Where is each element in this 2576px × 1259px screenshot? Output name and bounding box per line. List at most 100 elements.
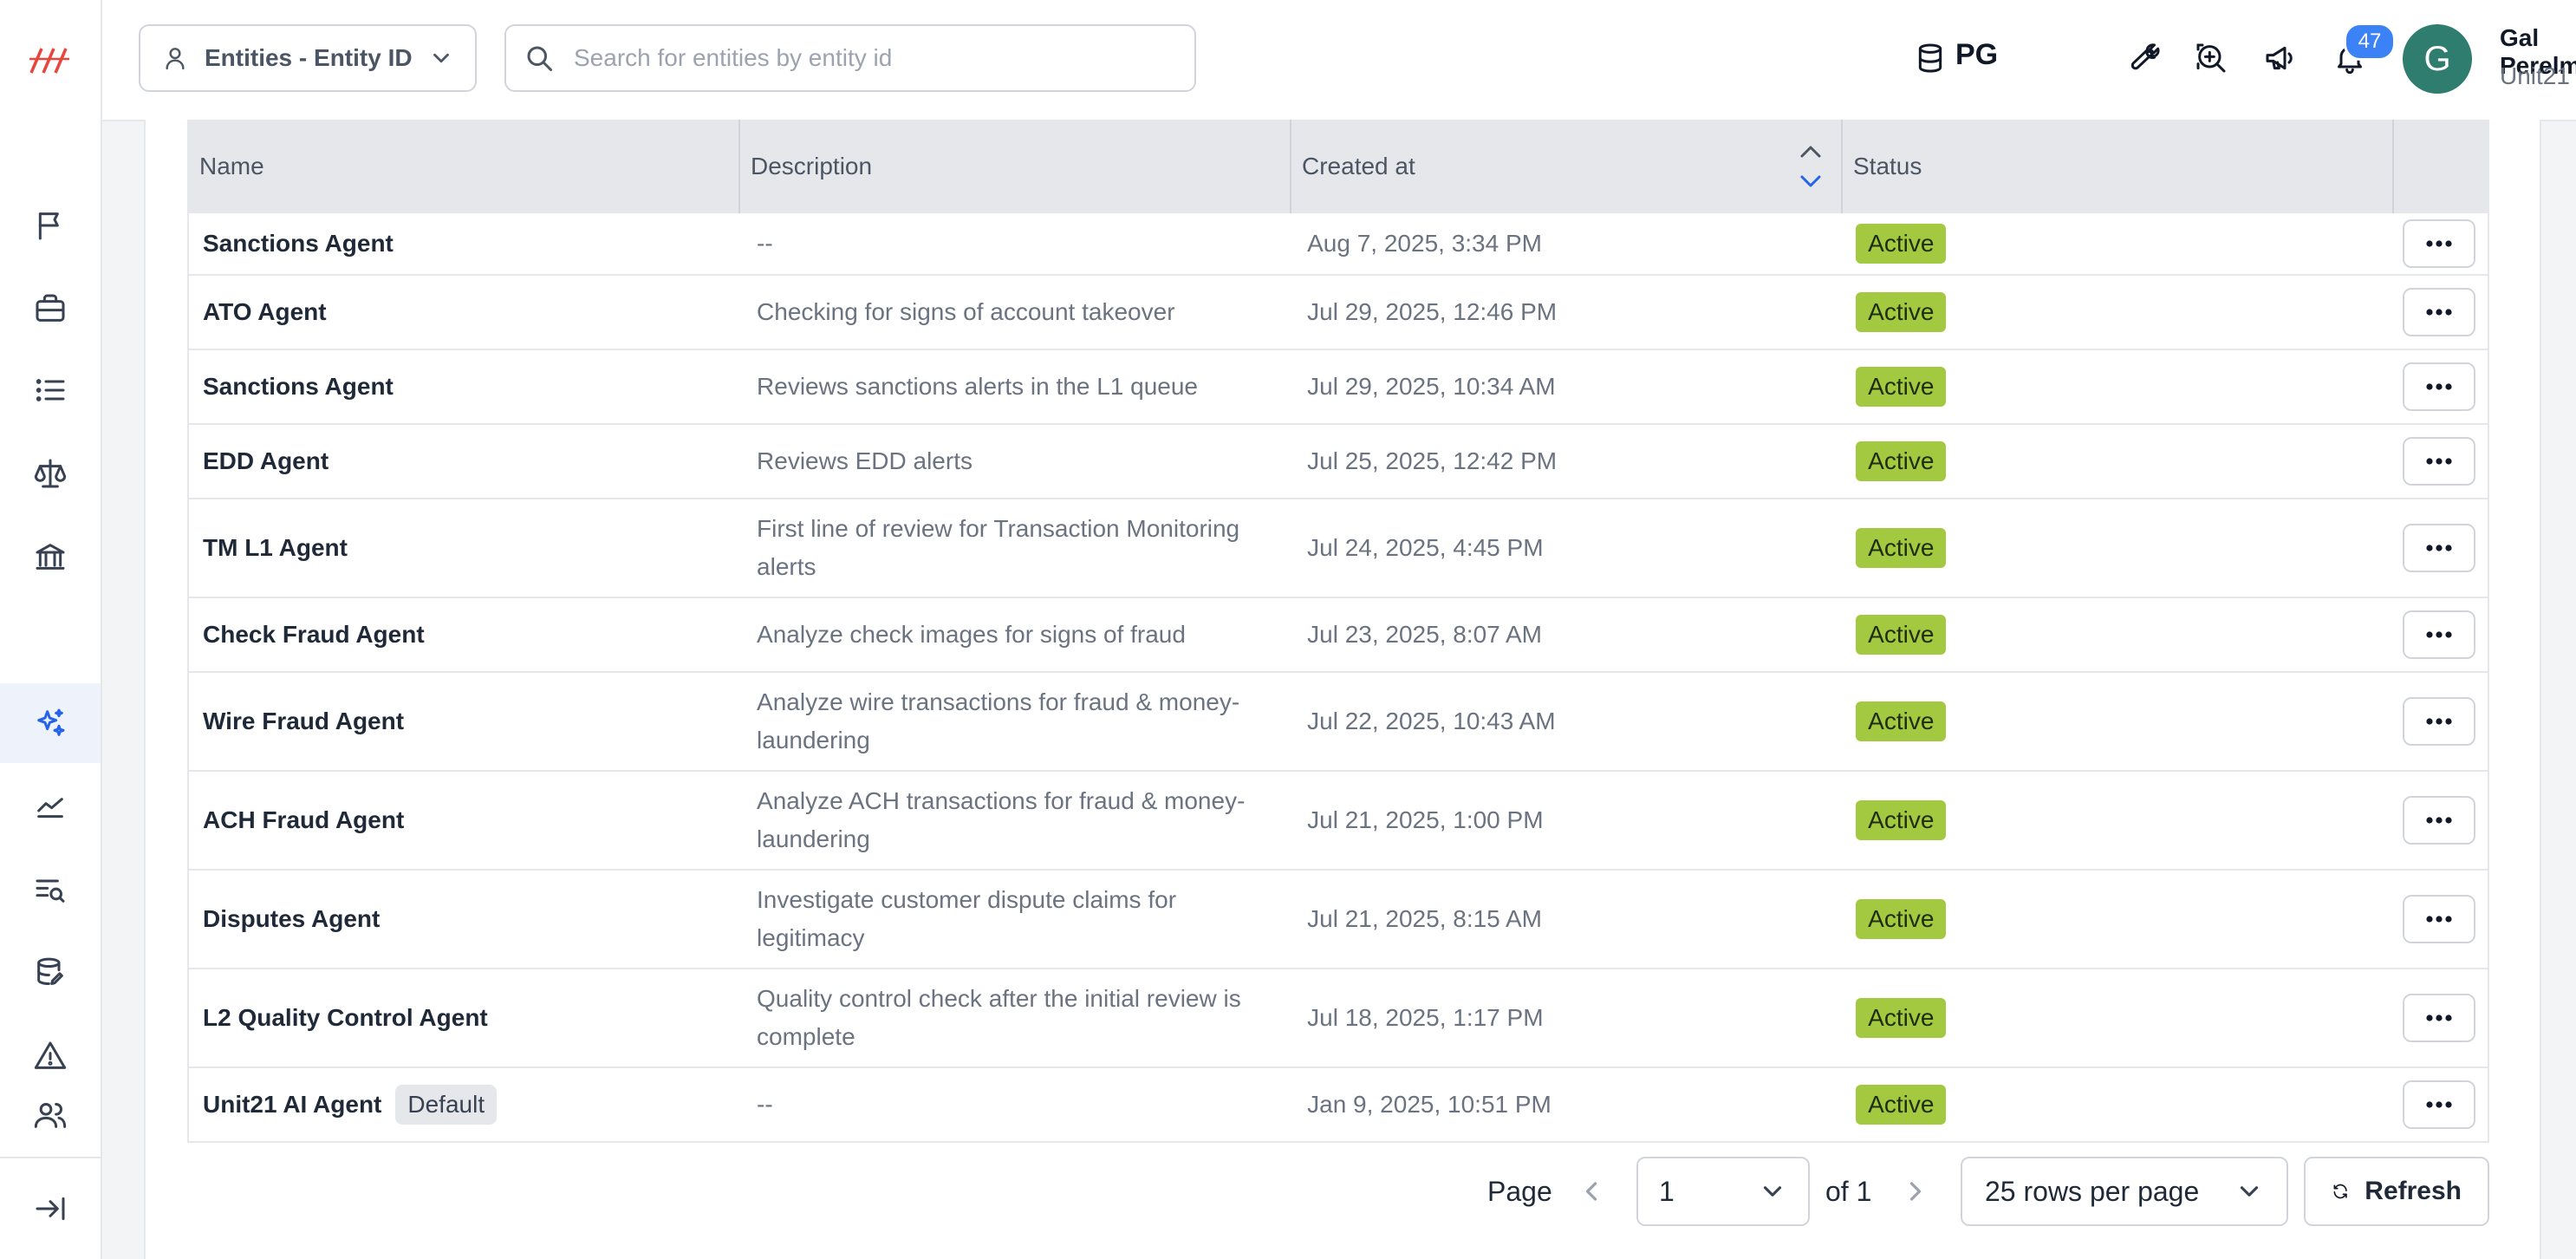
scale-icon xyxy=(34,459,67,488)
row-name-cell: EDD Agent xyxy=(189,442,739,480)
refresh-label: Refresh xyxy=(2365,1177,2462,1205)
table-row[interactable]: Sanctions Agent Reviews sanctions alerts … xyxy=(189,349,2488,423)
row-actions-button[interactable] xyxy=(2403,994,2476,1042)
user-name[interactable]: Gal Perelman xyxy=(2500,24,2576,79)
refresh-button[interactable]: Refresh xyxy=(2304,1157,2489,1226)
agent-name[interactable]: Sanctions Agent xyxy=(203,373,394,400)
chart-line-icon xyxy=(37,798,63,819)
agent-name[interactable]: Disputes Agent xyxy=(203,905,381,932)
sidebar-item-incidents[interactable] xyxy=(0,1016,101,1096)
agent-name[interactable]: Unit21 AI Agent xyxy=(203,1091,382,1118)
table-row[interactable]: ATO Agent Checking for signs of account t… xyxy=(189,274,2488,349)
search-box[interactable] xyxy=(504,24,1196,92)
avatar[interactable]: G xyxy=(2403,24,2472,94)
table-row[interactable]: Wire Fraud Agent Analyze wire transaction… xyxy=(189,671,2488,770)
agent-name[interactable]: ATO Agent xyxy=(203,298,327,325)
row-actions-button[interactable] xyxy=(2403,437,2476,486)
sidebar-item-rules[interactable] xyxy=(0,434,101,513)
table-row[interactable]: L2 Quality Control Agent Quality control … xyxy=(189,968,2488,1067)
agent-name[interactable]: Check Fraud Agent xyxy=(203,621,425,648)
row-actions-button[interactable] xyxy=(2403,524,2476,572)
announcements-button[interactable] xyxy=(2261,38,2300,78)
column-header-created-at[interactable]: Created at xyxy=(1291,120,1843,213)
sidebar-item-investigations[interactable] xyxy=(0,850,101,930)
more-horizontal-icon xyxy=(2426,458,2452,465)
sidebar-item-queues[interactable] xyxy=(0,350,101,430)
row-actions-button[interactable] xyxy=(2403,288,2476,336)
table-row[interactable]: Unit21 AI Agent Default -- Jan 9, 2025, 10:… xyxy=(189,1067,2488,1141)
sidebar-item-analytics[interactable] xyxy=(0,766,101,846)
sidebar-item-cases[interactable] xyxy=(0,269,101,349)
row-actions-button[interactable] xyxy=(2403,697,2476,746)
row-status-cell: Active xyxy=(1840,528,2391,568)
status-badge: Active xyxy=(1856,899,1947,939)
agent-description: Quality control check after the initial … xyxy=(757,985,1241,1050)
row-name-cell: ACH Fraud Agent xyxy=(189,801,739,839)
row-status-cell: Active xyxy=(1840,224,2391,264)
previous-page-button[interactable] xyxy=(1576,1176,1607,1207)
column-header-status[interactable]: Status xyxy=(1843,120,2394,213)
agent-name[interactable]: EDD Agent xyxy=(203,447,329,474)
search-list-icon xyxy=(36,879,65,903)
row-actions-button[interactable] xyxy=(2403,796,2476,845)
sidebar-item-alerts[interactable] xyxy=(0,186,101,265)
agent-created-at: Jul 29, 2025, 10:34 AM xyxy=(1307,373,1556,400)
logo[interactable] xyxy=(26,40,75,75)
row-actions-button[interactable] xyxy=(2403,219,2476,268)
status-badge: Active xyxy=(1856,367,1947,407)
more-horizontal-icon xyxy=(2426,1014,2452,1021)
datasource-button[interactable] xyxy=(1910,38,1950,78)
alert-triangle-icon xyxy=(34,1041,67,1069)
agent-created-at: Jul 21, 2025, 8:15 AM xyxy=(1307,905,1542,932)
column-header-name[interactable]: Name xyxy=(189,120,740,213)
rows-per-page-select[interactable]: 25 rows per page xyxy=(1961,1157,2288,1226)
search-input[interactable] xyxy=(572,43,1177,73)
column-header-description[interactable]: Description xyxy=(740,120,1291,213)
entity-type-select[interactable]: Entities - Entity ID xyxy=(139,24,477,92)
sort-icon[interactable] xyxy=(1798,135,1824,196)
row-name-cell: Sanctions Agent xyxy=(189,225,739,263)
agent-name[interactable]: Wire Fraud Agent xyxy=(203,708,405,734)
sidebar-item-users[interactable] xyxy=(0,1098,101,1151)
chevron-down-icon xyxy=(2240,1186,2259,1197)
row-actions-cell xyxy=(2391,796,2488,845)
row-actions-button[interactable] xyxy=(2403,1080,2476,1129)
agent-name[interactable]: ACH Fraud Agent xyxy=(203,806,405,833)
row-actions-button[interactable] xyxy=(2403,362,2476,411)
sidebar-item-ai-agents[interactable] xyxy=(0,683,101,763)
row-name-cell: TM L1 Agent xyxy=(189,529,739,567)
agent-created-at: Jul 21, 2025, 1:00 PM xyxy=(1307,806,1544,833)
page-total-label: of 1 xyxy=(1825,1175,1872,1207)
tools-button[interactable] xyxy=(2124,38,2163,78)
row-actions-button[interactable] xyxy=(2403,610,2476,659)
zoom-button[interactable] xyxy=(2191,38,2231,78)
agent-name[interactable]: L2 Quality Control Agent xyxy=(203,1004,488,1031)
table-row[interactable]: Disputes Agent Investigate customer dispu… xyxy=(189,869,2488,968)
row-status-cell: Active xyxy=(1840,998,2391,1038)
more-horizontal-icon xyxy=(2426,718,2452,725)
database-edit-icon xyxy=(37,957,63,985)
sidebar-item-institutions[interactable] xyxy=(0,517,101,597)
agent-name[interactable]: TM L1 Agent xyxy=(203,534,348,561)
agent-created-at: Jul 18, 2025, 1:17 PM xyxy=(1307,1004,1544,1031)
page-number-select[interactable]: 1 xyxy=(1636,1157,1810,1226)
sidebar-collapse-button[interactable] xyxy=(0,1169,101,1249)
sidebar-item-data[interactable] xyxy=(0,933,101,1013)
chevron-down-icon xyxy=(433,53,449,63)
table-row[interactable]: Check Fraud Agent Analyze check images fo… xyxy=(189,597,2488,671)
user-org: Unit21 xyxy=(2500,62,2570,89)
row-actions-button[interactable] xyxy=(2403,895,2476,943)
next-page-button[interactable] xyxy=(1900,1176,1931,1207)
table-row[interactable]: ACH Fraud Agent Analyze ACH transactions … xyxy=(189,770,2488,869)
agent-name[interactable]: Sanctions Agent xyxy=(203,230,394,257)
status-badge: Active xyxy=(1856,528,1947,568)
table-row[interactable]: Sanctions Agent -- Aug 7, 2025, 3:34 PM Act… xyxy=(189,213,2488,274)
table-row[interactable]: EDD Agent Reviews EDD alerts Jul 25, 2025,… xyxy=(189,423,2488,498)
datasource-label[interactable]: PG xyxy=(1955,38,1999,71)
table-row[interactable]: TM L1 Agent First line of review for Tran… xyxy=(189,498,2488,597)
status-badge: Active xyxy=(1856,1085,1947,1125)
row-status-cell: Active xyxy=(1840,701,2391,741)
flag-icon xyxy=(38,212,59,240)
database-icon xyxy=(1918,43,1942,73)
agent-description: First line of review for Transaction Mon… xyxy=(757,515,1240,580)
